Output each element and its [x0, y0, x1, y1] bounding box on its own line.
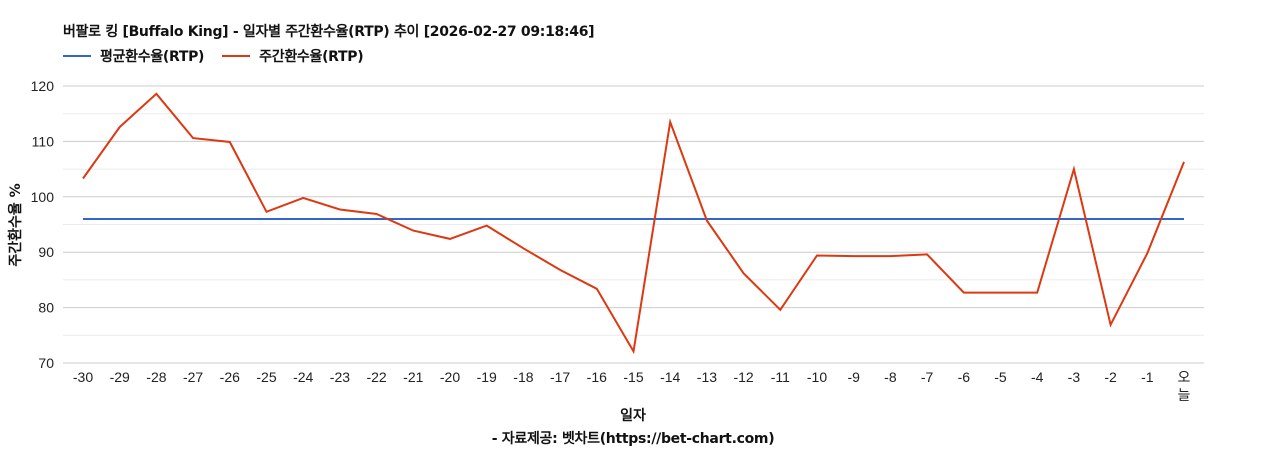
x-tick-label: -16 [587, 369, 607, 385]
x-tick-label: -25 [256, 369, 276, 385]
y-tick-label: 110 [32, 133, 55, 149]
x-tick-label: -26 [220, 369, 240, 385]
x-tick-label: 늘 [1178, 388, 1191, 404]
x-tick-label: -10 [807, 369, 827, 385]
x-tick-label: -24 [293, 369, 313, 385]
x-tick-label: -28 [146, 369, 166, 385]
legend-item-weekly-rtp[interactable]: 주간환수율(RTP) [222, 46, 364, 66]
x-tick-label: -30 [73, 369, 93, 385]
y-axis-label: 주간환수율 % [8, 183, 24, 267]
x-tick-label: -22 [366, 369, 386, 385]
x-tick-label: -9 [847, 369, 860, 385]
x-tick-label: -21 [403, 369, 423, 385]
y-tick-label: 120 [31, 78, 55, 94]
legend-label: 평균환수율(RTP) [100, 49, 205, 65]
x-tick-label: -19 [477, 369, 497, 385]
weekly-rtp-line[interactable] [82, 92, 1185, 355]
x-tick-label: -15 [623, 369, 643, 385]
source-credit: - 자료제공: 벳차트(https://bet-chart.com) [491, 431, 775, 447]
legend: 평균환수율(RTP) 주간환수율(RTP) [63, 46, 364, 66]
x-tick-label: -14 [660, 369, 680, 385]
x-tick-label: -23 [330, 369, 350, 385]
legend-label: 주간환수율(RTP) [259, 49, 364, 65]
x-axis-label: 일자 [620, 408, 646, 424]
x-tick-label: -13 [697, 369, 717, 385]
x-tick-label: -6 [958, 369, 971, 385]
y-tick-label: 70 [38, 355, 54, 371]
x-tick-label: -3 [1068, 369, 1081, 385]
legend-swatch-blue-line [63, 55, 91, 57]
legend-swatch-red-line [222, 55, 251, 57]
x-tick-label: 오 [1178, 370, 1191, 386]
x-tick-label: -1 [1141, 369, 1154, 385]
x-tick-label: -29 [110, 369, 130, 385]
chart-title: 버팔로 킹 [Buffalo King] - 일자별 주간환수율(RTP) 추이… [63, 24, 595, 40]
x-tick-label: -4 [1031, 369, 1044, 385]
x-tick-label: -20 [440, 369, 460, 385]
x-tick-label: -18 [513, 369, 533, 385]
legend-item-average-rtp[interactable]: 평균환수율(RTP) [63, 46, 204, 66]
y-tick-label: 100 [31, 189, 55, 205]
x-tick-label: -8 [884, 369, 897, 385]
y-tick-label: 80 [38, 300, 54, 316]
x-tick-label: -12 [733, 369, 753, 385]
x-tick-label: -5 [994, 369, 1007, 385]
y-tick-label: 90 [38, 244, 54, 260]
x-tick-label: -7 [921, 369, 934, 385]
x-tick-label: -27 [183, 369, 203, 385]
x-tick-label: -2 [1104, 369, 1117, 385]
x-tick-label: -11 [771, 369, 790, 385]
x-tick-label: -17 [550, 369, 570, 385]
